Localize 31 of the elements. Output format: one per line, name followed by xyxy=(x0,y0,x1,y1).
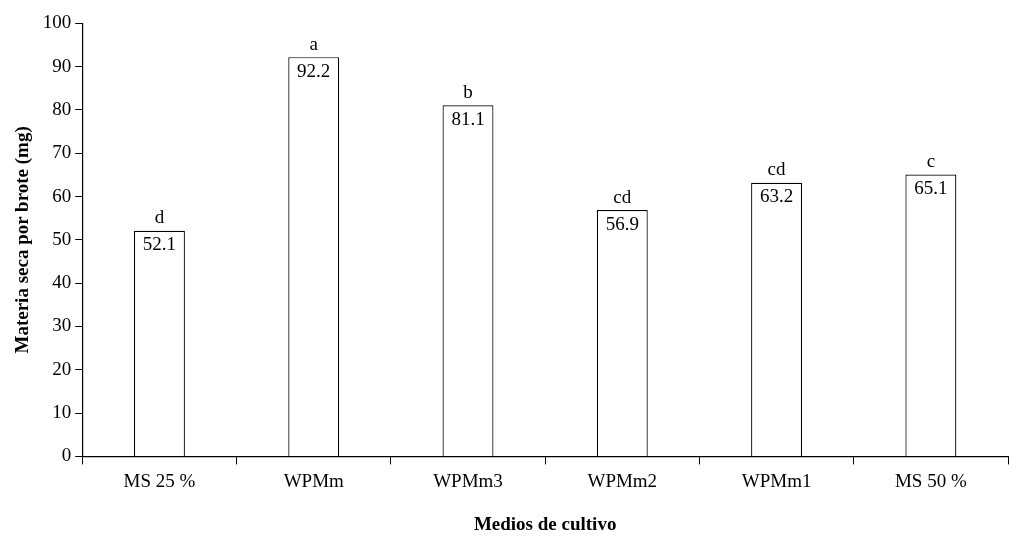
y-tick-label: 30 xyxy=(52,314,72,336)
y-tick-label: 20 xyxy=(52,357,72,379)
y-tick-label: 90 xyxy=(52,54,72,76)
y-tick-label: 40 xyxy=(52,271,72,293)
annotation: d xyxy=(154,206,165,228)
y-tick-label: 0 xyxy=(61,444,72,466)
annotation: cd xyxy=(767,158,787,180)
data-label: 63.2 xyxy=(759,185,794,207)
y-tick-label: 60 xyxy=(52,184,72,206)
y-tick-label: 100 xyxy=(42,11,72,33)
data-label: 92.2 xyxy=(297,59,331,81)
y-tick-label: 70 xyxy=(52,141,72,163)
y-axis-title: Materia seca por brote (mg) xyxy=(11,126,34,354)
x-tick-label: WPMm3 xyxy=(433,469,503,491)
x-tick-label: MS 25 % xyxy=(123,469,196,491)
x-tick-label: WPMm xyxy=(283,469,345,491)
x-axis-title: Medios de cultivo xyxy=(473,512,617,534)
y-tick-label: 50 xyxy=(52,227,72,249)
y-tick-label: 10 xyxy=(52,401,72,423)
data-label: 56.9 xyxy=(605,212,639,234)
annotation: cd xyxy=(613,185,632,207)
data-label: 52.1 xyxy=(142,233,177,255)
x-tick-label: WPMm2 xyxy=(587,469,658,491)
x-tick-label: MS 50 % xyxy=(894,469,967,491)
data-label: 65.1 xyxy=(914,177,948,198)
annotation: a xyxy=(309,32,319,54)
x-tick-label: WPMm1 xyxy=(741,469,812,491)
annotation: c xyxy=(926,150,936,171)
y-tick-label: 80 xyxy=(52,97,72,119)
data-label: 81.1 xyxy=(451,107,485,129)
annotation: b xyxy=(463,80,473,102)
